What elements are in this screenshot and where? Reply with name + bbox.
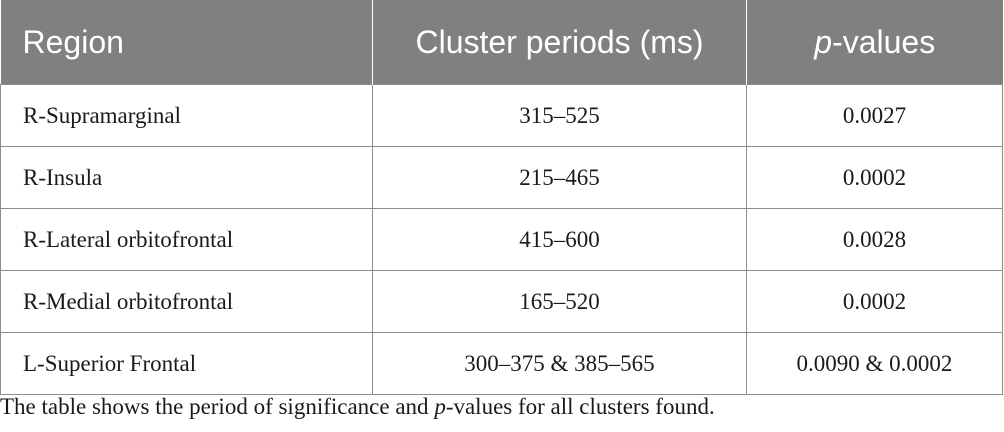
caption-after: -values for all clusters found. bbox=[445, 394, 715, 419]
header-cluster-periods: Cluster periods (ms) bbox=[372, 0, 747, 85]
cell-p-value: 0.0002 bbox=[746, 270, 1003, 333]
header-region: Region bbox=[0, 0, 373, 85]
table-row: L-Superior Frontal 300–375 & 385–565 0.0… bbox=[0, 332, 1003, 395]
cell-region: R-Lateral orbitofrontal bbox=[0, 208, 373, 271]
cell-period: 315–525 bbox=[372, 84, 747, 147]
cell-period: 215–465 bbox=[372, 146, 747, 209]
cell-region: R-Medial orbitofrontal bbox=[0, 270, 373, 333]
table-header-row: Region Cluster periods (ms) p-values bbox=[0, 0, 1003, 85]
cell-region: R-Insula bbox=[0, 146, 373, 209]
cell-p-value: 0.0002 bbox=[746, 146, 1003, 209]
results-table-container: Region Cluster periods (ms) p-values R-S… bbox=[0, 0, 1003, 395]
header-p-values: p-values bbox=[746, 0, 1003, 85]
table-row: R-Lateral orbitofrontal 415–600 0.0028 bbox=[0, 208, 1003, 271]
cell-p-value: 0.0027 bbox=[746, 84, 1003, 147]
cell-p-value: 0.0028 bbox=[746, 208, 1003, 271]
results-table: Region Cluster periods (ms) p-values R-S… bbox=[0, 0, 1003, 395]
header-p-rest: -values bbox=[832, 23, 936, 60]
cell-period: 300–375 & 385–565 bbox=[372, 332, 747, 395]
caption-p-italic: p bbox=[434, 394, 446, 419]
cell-p-value: 0.0090 & 0.0002 bbox=[746, 332, 1003, 395]
table-row: R-Supramarginal 315–525 0.0027 bbox=[0, 84, 1003, 147]
cell-period: 415–600 bbox=[372, 208, 747, 271]
cell-region: R-Supramarginal bbox=[0, 84, 373, 147]
cell-region: L-Superior Frontal bbox=[0, 332, 373, 395]
header-p-italic: p bbox=[814, 23, 833, 60]
cell-period: 165–520 bbox=[372, 270, 747, 333]
caption-before: The table shows the period of significan… bbox=[0, 394, 435, 419]
table-row: R-Medial orbitofrontal 165–520 0.0002 bbox=[0, 270, 1003, 333]
table-row: R-Insula 215–465 0.0002 bbox=[0, 146, 1003, 209]
table-caption: The table shows the period of significan… bbox=[0, 394, 715, 420]
